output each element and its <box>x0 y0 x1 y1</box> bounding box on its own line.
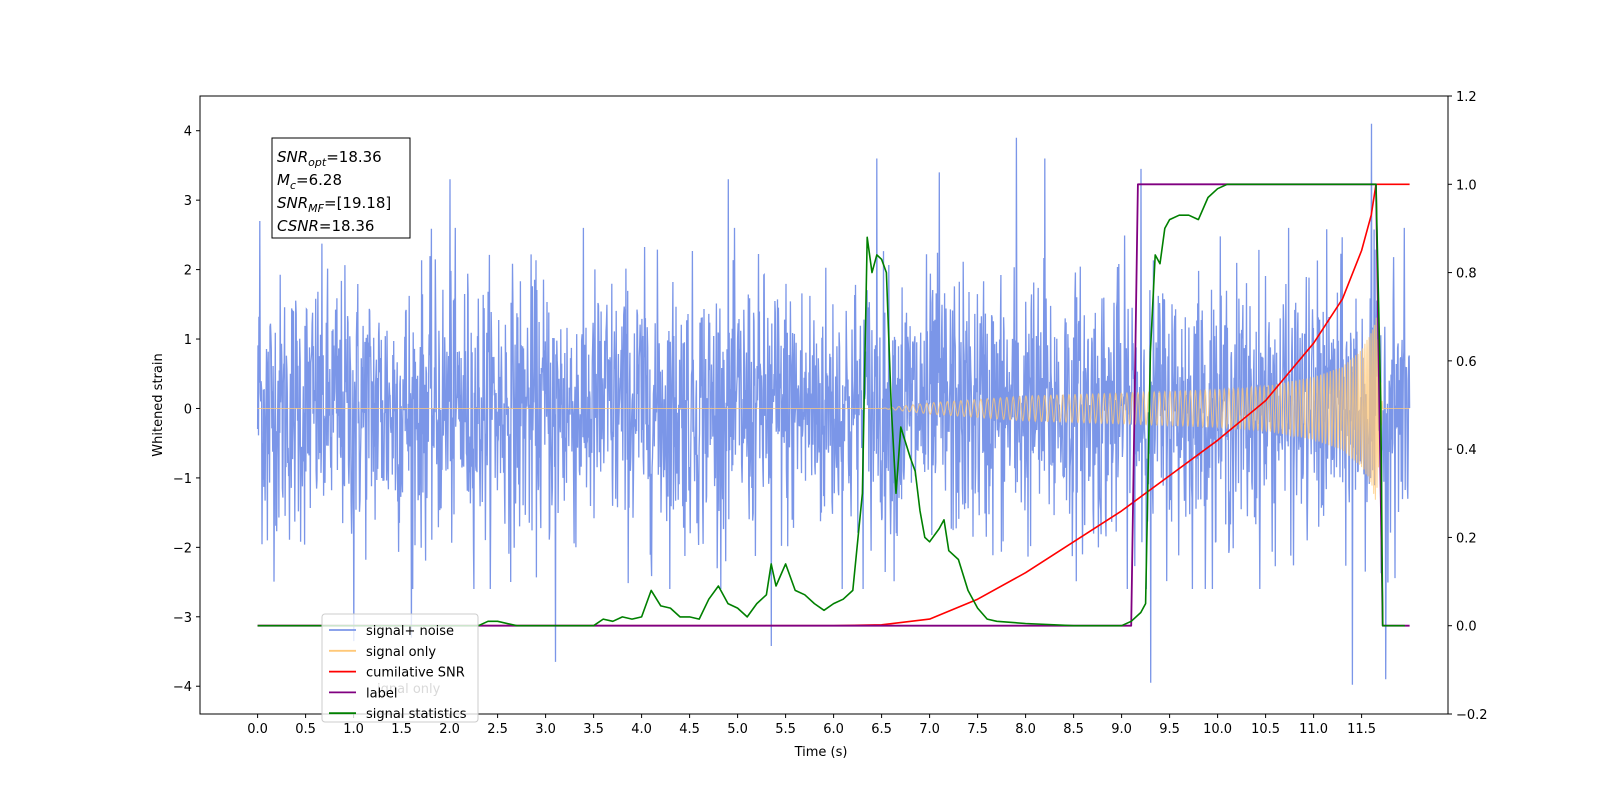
y-tick-label: −3 <box>173 611 192 626</box>
annotation-value: =6.28 <box>296 171 342 189</box>
series-cumulative-snr <box>257 183 1410 627</box>
x-tick-label: 4.5 <box>679 722 700 737</box>
x-tick-label: 2.5 <box>487 722 508 737</box>
x-tick-label: 3.0 <box>535 722 556 737</box>
x-tick-label: 1.0 <box>343 722 364 737</box>
y2-tick-label: 0.6 <box>1456 355 1477 370</box>
annotation-symbol: CSNR <box>277 217 319 235</box>
y-tick-label: 2 <box>184 264 192 279</box>
y-tick-label: −4 <box>173 680 192 695</box>
x-tick-label: 6.0 <box>823 722 844 737</box>
x-tick-label: 5.0 <box>727 722 748 737</box>
annotation-value: =[19.18] <box>324 194 391 212</box>
y2-tick-label: 0.8 <box>1456 267 1477 282</box>
y2-axis-ticks: 1.2 1.0 0.8 0.6 0.4 0.2 0.0 −0.2 <box>1448 90 1488 723</box>
y-tick-label: 4 <box>184 125 192 140</box>
x-axis-ticks: 0.0 0.5 1.0 1.5 2.0 2.5 3.0 3.5 4.0 4.5 5.0 5.5 6.0 6… <box>247 714 1376 737</box>
x-tick-label: 11.0 <box>1299 722 1328 737</box>
y2-tick-label: −0.2 <box>1456 708 1488 723</box>
series-signal-only <box>257 317 1410 500</box>
y-axis-label: Whitened strain <box>151 353 166 456</box>
y2-tick-label: 0.4 <box>1456 443 1477 458</box>
y-tick-label: 1 <box>184 333 192 348</box>
annotation-line: Mc=6.28 <box>277 171 342 192</box>
series-signal-statistics <box>257 183 1405 627</box>
legend-label: label <box>366 686 397 701</box>
legend-frame <box>321 613 479 723</box>
annotation-box: SNRopt=18.36Mc=6.28SNRMF=[19.18]CSNR=18.… <box>271 137 411 239</box>
plot-frame <box>199 95 1449 715</box>
annotation-symbol: SNR <box>277 194 308 212</box>
annotation-value: =18.36 <box>319 217 375 235</box>
annotation-subscript: c <box>290 179 296 192</box>
y2-tick-label: 1.2 <box>1456 90 1477 105</box>
x-tick-label: 10.5 <box>1251 722 1280 737</box>
x-tick-label: 2.0 <box>439 722 460 737</box>
x-tick-label: 7.0 <box>919 722 940 737</box>
x-tick-label: 11.5 <box>1347 722 1376 737</box>
x-tick-label: 1.5 <box>391 722 412 737</box>
annotation-value: =18.36 <box>326 148 382 166</box>
annotation-subscript: MF <box>308 202 324 215</box>
legend-label: signal statistics <box>366 707 467 722</box>
x-tick-label: 9.5 <box>1159 722 1180 737</box>
y-axis-ticks: 4 3 2 1 0 −1 −2 −3 −4 <box>173 125 200 695</box>
x-tick-label: 8.0 <box>1015 722 1036 737</box>
y2-tick-label: 0.2 <box>1456 531 1477 546</box>
x-tick-label: 7.5 <box>967 722 988 737</box>
legend-ghost-text: ignal only <box>377 682 441 697</box>
annotation-subscript: opt <box>308 156 327 169</box>
annotation-symbol: SNR <box>277 148 308 166</box>
annotation-line: SNRMF=[19.18] <box>277 194 391 215</box>
y-tick-label: −2 <box>173 541 192 556</box>
legend-label: signal only <box>366 645 436 660</box>
annotation-line: CSNR=18.36 <box>277 217 374 235</box>
annotation-frame <box>271 137 411 239</box>
x-tick-label: 0.0 <box>247 722 268 737</box>
x-tick-label: 8.5 <box>1063 722 1084 737</box>
y2-tick-label: 1.0 <box>1456 178 1477 193</box>
legend-label: cumilative SNR <box>366 666 465 681</box>
legend-label: signal+ noise <box>366 624 454 639</box>
y-tick-label: −1 <box>173 472 192 487</box>
y-tick-label: 0 <box>184 402 192 417</box>
x-axis-label: Time (s) <box>794 745 848 760</box>
x-tick-label: 10.0 <box>1203 722 1232 737</box>
y2-tick-label: 0.0 <box>1456 620 1477 635</box>
legend: ignal only signal+ noise signal only cumila… <box>321 613 479 723</box>
annotation-line: SNRopt=18.36 <box>277 148 382 169</box>
x-tick-label: 9.0 <box>1111 722 1132 737</box>
x-tick-label: 3.5 <box>583 722 604 737</box>
x-tick-label: 4.0 <box>631 722 652 737</box>
x-tick-label: 6.5 <box>871 722 892 737</box>
annotation-symbol: M <box>277 171 290 189</box>
x-tick-label: 0.5 <box>295 722 316 737</box>
x-tick-label: 5.5 <box>775 722 796 737</box>
y-tick-label: 3 <box>184 194 192 209</box>
plot-series <box>256 123 1411 685</box>
